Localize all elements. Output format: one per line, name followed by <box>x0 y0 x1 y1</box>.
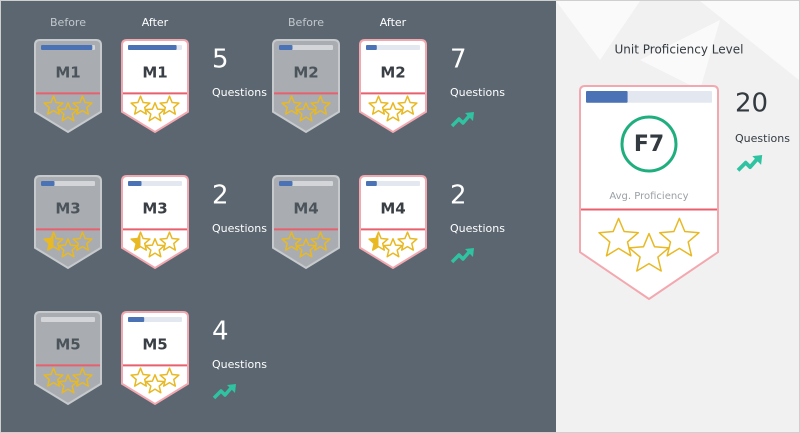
trend-arrow-head <box>465 248 474 257</box>
star <box>310 95 331 115</box>
progress-fill <box>366 181 377 187</box>
badge-label: M5 <box>55 336 80 354</box>
star <box>144 102 166 122</box>
badge <box>272 175 340 270</box>
star <box>57 102 79 122</box>
badge <box>359 175 427 270</box>
trend-arrow <box>736 157 760 172</box>
star <box>159 95 180 115</box>
column-header: Before <box>50 16 86 29</box>
grade: F7 <box>634 132 664 157</box>
badge-label: M2 <box>380 64 405 82</box>
progress-fill <box>279 181 293 187</box>
star <box>43 367 64 387</box>
progress-fill <box>366 45 377 51</box>
column-header: After <box>142 16 169 29</box>
grade-ring <box>620 115 678 173</box>
star <box>382 238 404 258</box>
star <box>159 367 180 387</box>
star <box>144 238 166 258</box>
questions-label: Questions <box>212 86 267 99</box>
star <box>310 231 331 251</box>
star <box>43 95 64 115</box>
star <box>397 231 418 251</box>
trend-arrow-head <box>752 155 763 165</box>
question-count: 2 <box>212 181 229 211</box>
badge-label: M1 <box>142 64 167 82</box>
question-count: 7 <box>450 45 467 75</box>
star <box>144 374 166 394</box>
trend-arrow-head <box>227 384 236 393</box>
star <box>598 217 640 257</box>
star <box>281 231 302 251</box>
question-count: 2 <box>450 181 467 211</box>
star <box>72 367 93 387</box>
progress-fill <box>128 317 145 323</box>
question-count: 5 <box>212 45 229 75</box>
badge-label: M4 <box>293 200 318 218</box>
column-header: After <box>380 16 407 29</box>
badge <box>34 175 102 270</box>
star <box>397 95 418 115</box>
star <box>159 231 180 251</box>
star <box>130 367 151 387</box>
progress-fill <box>586 91 628 103</box>
progress-track <box>366 45 420 51</box>
questions-label: Questions <box>450 86 505 99</box>
trend-arrow <box>212 385 234 400</box>
column-header: Before <box>288 16 324 29</box>
trend-arrow <box>450 113 472 128</box>
star <box>57 374 79 394</box>
questions-label: Questions <box>212 222 267 235</box>
star <box>295 102 317 122</box>
badge <box>34 39 102 134</box>
questions-label: Questions <box>212 358 267 371</box>
badge <box>579 85 719 301</box>
badge-label: M2 <box>293 64 318 82</box>
star <box>57 238 79 258</box>
question-count: 20 <box>735 89 768 119</box>
questions-label: Questions <box>450 222 505 235</box>
progress-fill <box>128 181 142 187</box>
star <box>72 231 93 251</box>
star <box>72 95 93 115</box>
star <box>628 232 670 272</box>
badge <box>121 39 189 134</box>
badge-label: M3 <box>55 200 80 218</box>
badge-label: M4 <box>380 200 405 218</box>
progress-track <box>41 317 95 323</box>
badge-label: M3 <box>142 200 167 218</box>
star <box>295 238 317 258</box>
badge <box>121 175 189 270</box>
star <box>368 95 389 115</box>
badge <box>121 311 189 406</box>
star <box>281 95 302 115</box>
progress-track <box>366 181 420 187</box>
unit-title: Unit Proficiency Level <box>615 43 744 57</box>
star <box>658 217 700 257</box>
progress-fill <box>41 45 93 51</box>
badge-label: M5 <box>142 336 167 354</box>
progress-fill <box>128 45 177 51</box>
star <box>130 95 151 115</box>
questions-label: Questions <box>735 132 790 145</box>
badge <box>359 39 427 134</box>
background-pattern <box>556 1 799 90</box>
badge <box>34 311 102 406</box>
badge-label: M1 <box>55 64 80 82</box>
trend-arrow <box>450 249 472 264</box>
progress-fill <box>41 181 55 187</box>
question-count: 4 <box>212 317 229 347</box>
star <box>382 102 404 122</box>
grade-caption: Avg. Proficiency <box>609 191 688 202</box>
progress-fill <box>279 45 293 51</box>
trend-arrow-head <box>465 112 474 121</box>
badge <box>272 39 340 134</box>
